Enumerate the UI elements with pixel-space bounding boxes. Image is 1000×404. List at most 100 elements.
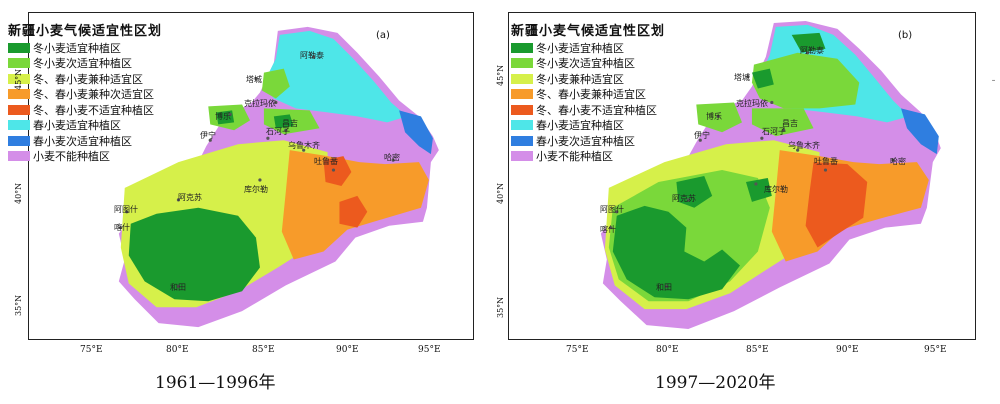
zone-winter-suitable-tacheng-b bbox=[751, 68, 774, 89]
lon-label: 95°E bbox=[418, 345, 441, 355]
legend-swatch bbox=[8, 42, 30, 53]
lon-label: 90°E bbox=[336, 345, 359, 355]
lon-label: 85°E bbox=[746, 345, 769, 355]
legend-a: 冬小麦适宜种植区 冬小麦次适宜种植区 冬、春小麦兼种适宜区 冬、春小麦兼种次适宜… bbox=[8, 40, 154, 164]
legend-swatch bbox=[511, 151, 533, 162]
legend-item: 春小麦适宜种植区 bbox=[8, 118, 154, 134]
legend-label: 冬小麦次适宜种植区 bbox=[536, 57, 635, 71]
lon-label: 75°E bbox=[80, 345, 103, 355]
lon-label: 85°E bbox=[252, 345, 275, 355]
legend-label: 春小麦适宜种植区 bbox=[536, 119, 624, 133]
xinjiang-map-a bbox=[118, 26, 439, 328]
legend-label: 冬小麦次适宜种植区 bbox=[33, 57, 132, 71]
city-label: 阿图什 bbox=[600, 205, 624, 214]
legend-swatch bbox=[511, 120, 533, 131]
map-title-b: 新疆小麦气候适宜性区划 bbox=[511, 24, 666, 39]
city-label: 塔城 bbox=[734, 73, 750, 82]
legend-item: 冬小麦适宜种植区 bbox=[511, 40, 657, 56]
map-title-a: 新疆小麦气候适宜性区划 bbox=[8, 24, 163, 39]
map-panel-b: 新疆小麦气候适宜性区划 (b) 冬小麦适宜种植区 冬小麦次适宜种植区 冬小麦兼种… bbox=[496, 0, 1000, 404]
city-label: 博乐 bbox=[215, 112, 231, 121]
lon-label: 95°E bbox=[924, 345, 947, 355]
city-label: 吐鲁番 bbox=[814, 157, 838, 166]
lon-label: 75°E bbox=[566, 345, 589, 355]
zone-winter-suitable-north-b bbox=[791, 32, 826, 53]
zone-winter-secondary-north-a bbox=[261, 68, 290, 99]
legend-item: 冬、春小麦不适宜种植区 bbox=[511, 102, 657, 118]
legend-swatch bbox=[511, 89, 533, 100]
city-label: 和田 bbox=[170, 283, 186, 292]
city-label: 阿克苏 bbox=[178, 193, 202, 202]
legend-label: 冬小麦适宜种植区 bbox=[536, 41, 624, 55]
legend-item: 冬、春小麦兼种次适宜区 bbox=[8, 87, 154, 103]
city-label: 伊宁 bbox=[200, 131, 216, 140]
zone-winter-suitable-aksu-b bbox=[676, 176, 713, 208]
legend-b: 冬小麦适宜种植区 冬小麦次适宜种植区 冬小麦兼种适宜区 冬、春小麦兼种适宜区 冬… bbox=[511, 40, 657, 164]
zone-winter-suitable-south-a bbox=[128, 207, 260, 302]
legend-swatch bbox=[8, 89, 30, 100]
city-label: 哈密 bbox=[890, 157, 906, 166]
period-caption-b: 1997—2020年 bbox=[655, 373, 776, 393]
city-label: 阿勒泰 bbox=[300, 51, 324, 60]
city-label: 博乐 bbox=[706, 112, 722, 121]
legend-label: 冬、春小麦不适宜种植区 bbox=[33, 103, 154, 117]
lon-label: 80°E bbox=[656, 345, 679, 355]
legend-item: 小麦不能种植区 bbox=[511, 149, 657, 165]
legend-swatch bbox=[511, 135, 533, 146]
legend-label: 冬、春小麦兼种适宜区 bbox=[536, 88, 646, 102]
city-label: 阿克苏 bbox=[672, 194, 696, 203]
period-caption-a: 1961—1996年 bbox=[155, 373, 276, 393]
legend-swatch bbox=[8, 58, 30, 69]
city-label: 克拉玛依 bbox=[244, 99, 276, 108]
city-label: 库尔勒 bbox=[764, 185, 788, 194]
lat-label: 45°N bbox=[14, 68, 23, 90]
legend-label: 春小麦次适宜种植区 bbox=[33, 134, 132, 148]
zone-spring-secondary-east-a bbox=[399, 110, 433, 155]
city-label: 乌鲁木齐 bbox=[288, 141, 320, 150]
legend-label: 冬、春小麦兼种次适宜区 bbox=[33, 88, 154, 102]
zone-winter-suitable-bole-a bbox=[273, 114, 294, 129]
legend-swatch bbox=[511, 104, 533, 115]
legend-item: 冬、春小麦不适宜种植区 bbox=[8, 102, 154, 118]
legend-label: 冬、春小麦不适宜种植区 bbox=[536, 103, 657, 117]
city-label: 昌吉 bbox=[282, 119, 298, 128]
zone-mixed-unsuitable-east-b bbox=[805, 162, 868, 248]
city-label: 塔城 bbox=[246, 75, 262, 84]
zone-mixed-unsuitable-turpan-a bbox=[323, 156, 352, 186]
legend-swatch bbox=[511, 58, 533, 69]
legend-label: 春小麦次适宜种植区 bbox=[536, 134, 635, 148]
city-label: 石河子 bbox=[762, 127, 786, 136]
zone-mixed-unsuitable-east-a bbox=[339, 195, 368, 228]
city-label: 阿图什 bbox=[114, 205, 138, 214]
map-frame-b bbox=[508, 12, 976, 340]
city-label: 吐鲁番 bbox=[314, 157, 338, 166]
zone-spring-secondary-east-b bbox=[901, 108, 939, 155]
zone-spring-suitable-north-a bbox=[263, 30, 408, 123]
panel-label-b: (b) bbox=[898, 30, 913, 41]
lat-label: 40°N bbox=[496, 182, 505, 204]
legend-item: 冬、春小麦兼种适宜区 bbox=[8, 71, 154, 87]
lat-label: 45°N bbox=[496, 64, 505, 86]
city-label: 喀什 bbox=[114, 223, 130, 232]
legend-item: 冬小麦次适宜种植区 bbox=[8, 56, 154, 72]
city-label: 和田 bbox=[656, 283, 672, 292]
city-label: 伊宁 bbox=[694, 131, 710, 140]
lon-label: 80°E bbox=[166, 345, 189, 355]
legend-item: 冬小麦兼种适宜区 bbox=[511, 71, 657, 87]
lat-label: 35°N bbox=[496, 296, 505, 318]
map-frame-a bbox=[28, 12, 474, 340]
zone-winter-suitable-korla-b bbox=[745, 177, 772, 202]
legend-swatch bbox=[511, 73, 533, 84]
city-label: 阿勒泰 bbox=[800, 46, 824, 55]
zone-winter-secondary-north-b bbox=[751, 52, 860, 109]
legend-item: 小麦不能种植区 bbox=[8, 149, 154, 165]
legend-swatch bbox=[8, 151, 30, 162]
margin-mark: ⁃ bbox=[991, 76, 996, 87]
city-label: 库尔勒 bbox=[244, 185, 268, 194]
city-label: 乌鲁木齐 bbox=[788, 141, 820, 150]
legend-swatch bbox=[8, 104, 30, 115]
city-label: 石河子 bbox=[266, 127, 290, 136]
city-label: 哈密 bbox=[384, 153, 400, 162]
legend-item: 冬、春小麦兼种适宜区 bbox=[511, 87, 657, 103]
lon-label: 90°E bbox=[836, 345, 859, 355]
